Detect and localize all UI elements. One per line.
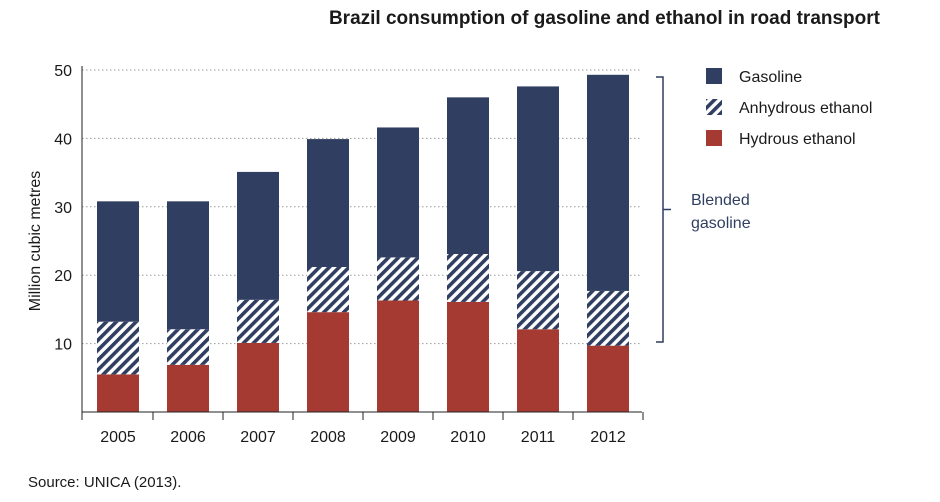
bar-anhydrous-ethanol-2010 [447, 253, 489, 302]
x-tick-label: 2009 [380, 429, 416, 446]
blended-gasoline-annotation: Blended gasoline [656, 76, 751, 343]
x-tick-label: 2010 [450, 429, 486, 446]
bar-anhydrous-ethanol-2007 [237, 299, 279, 343]
x-tick-label: 2006 [170, 429, 206, 446]
legend-label-anhydrous-ethanol: Anhydrous ethanol [739, 100, 872, 117]
x-tick-label: 2005 [100, 429, 136, 446]
bar-gasoline-2009 [377, 127, 419, 258]
x-tick-label: 2008 [310, 429, 346, 446]
bar-hydrous-ethanol-2005 [97, 374, 139, 412]
bar-gasoline-2011 [517, 86, 559, 272]
bar-hydrous-ethanol-2009 [377, 300, 419, 412]
legend-swatch-gasoline [706, 68, 722, 84]
bracket-line [656, 76, 671, 343]
legend-swatch-anhydrous-ethanol [706, 99, 722, 115]
legend-label-gasoline: Gasoline [739, 69, 802, 86]
bar-anhydrous-ethanol-2006 [167, 329, 209, 365]
legend-swatch-hydrous-ethanol [706, 130, 722, 146]
bar-anhydrous-ethanol-2009 [377, 257, 419, 301]
bar-hydrous-ethanol-2012 [587, 345, 629, 412]
bar-gasoline-2008 [307, 139, 349, 267]
bar-hydrous-ethanol-2010 [447, 301, 489, 412]
x-tick-label: 2012 [590, 429, 626, 446]
x-tick-label: 2011 [521, 429, 556, 446]
y-tick-label: 20 [54, 268, 72, 285]
source-note: Source: UNICA (2013). [28, 474, 182, 491]
annotation-text: gasoline [691, 215, 751, 232]
y-tick-label: 40 [54, 131, 72, 148]
bar-anhydrous-ethanol-2008 [307, 266, 349, 313]
y-tick-label: 30 [54, 200, 72, 217]
legend-label-hydrous-ethanol: Hydrous ethanol [739, 131, 856, 148]
y-axis-label: Million cubic metres [27, 171, 44, 311]
bar-gasoline-2005 [97, 201, 139, 322]
bar-hydrous-ethanol-2007 [237, 342, 279, 412]
legend: Gasoline Anhydrous ethanol Hydrous ethanol [706, 68, 872, 148]
y-tick-label: 10 [54, 337, 72, 354]
bars [97, 74, 629, 412]
axes: 10 20 30 40 50 2005 2006 2007 2008 2009 2010 2011 20… [27, 63, 644, 446]
bar-gasoline-2012 [587, 74, 629, 291]
bar-gasoline-2007 [237, 171, 279, 300]
x-tick-label: 2007 [240, 429, 276, 446]
bar-gasoline-2010 [447, 97, 489, 254]
bar-anhydrous-ethanol-2011 [517, 271, 559, 330]
bar-hydrous-ethanol-2008 [307, 312, 349, 412]
annotation-text: Blended [691, 192, 750, 209]
bar-anhydrous-ethanol-2005 [97, 321, 139, 375]
chart-title: Brazil consumption of gasoline and ethan… [328, 8, 880, 29]
bar-gasoline-2006 [167, 201, 209, 330]
bar-hydrous-ethanol-2011 [517, 329, 559, 412]
bar-hydrous-ethanol-2006 [167, 364, 209, 412]
bar-anhydrous-ethanol-2012 [587, 290, 629, 346]
y-tick-label: 50 [54, 63, 72, 80]
